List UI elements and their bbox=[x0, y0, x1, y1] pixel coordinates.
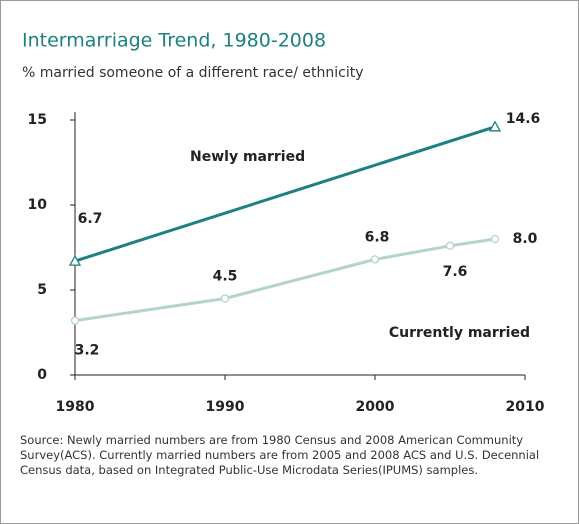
chart-subtitle: % married someone of a different race/ e… bbox=[22, 65, 363, 81]
source-note: Source: Newly married numbers are from 1… bbox=[20, 433, 540, 477]
point-marker bbox=[370, 255, 380, 264]
series-line bbox=[74, 125, 496, 263]
data-label: 4.5 bbox=[213, 269, 238, 285]
x-tick-label: 1990 bbox=[206, 399, 245, 415]
series-label: Currently married bbox=[389, 325, 530, 341]
y-tick-label: 10 bbox=[28, 197, 48, 213]
x-tick-label: 1980 bbox=[56, 399, 95, 415]
data-label: 8.0 bbox=[513, 231, 538, 247]
point-marker bbox=[490, 234, 500, 244]
point-marker bbox=[445, 241, 455, 250]
data-label: 6.7 bbox=[78, 211, 103, 227]
data-label: 7.6 bbox=[443, 264, 468, 280]
data-label: 14.6 bbox=[506, 111, 541, 127]
x-tick-label: 2010 bbox=[506, 399, 545, 415]
point-marker bbox=[68, 254, 82, 266]
y-tick-label: 0 bbox=[37, 367, 47, 383]
series-label: Newly married bbox=[190, 149, 305, 165]
point-marker bbox=[70, 316, 80, 325]
x-tick-label: 2000 bbox=[356, 399, 395, 415]
point-marker bbox=[220, 294, 230, 303]
series-line bbox=[74, 237, 496, 323]
y-tick-label: 15 bbox=[28, 112, 47, 128]
chart-title: Intermarriage Trend, 1980-2008 bbox=[22, 30, 326, 52]
point-marker bbox=[488, 120, 502, 132]
y-tick-label: 5 bbox=[37, 282, 47, 298]
data-label: 6.8 bbox=[365, 229, 390, 245]
data-label: 3.2 bbox=[75, 343, 100, 359]
